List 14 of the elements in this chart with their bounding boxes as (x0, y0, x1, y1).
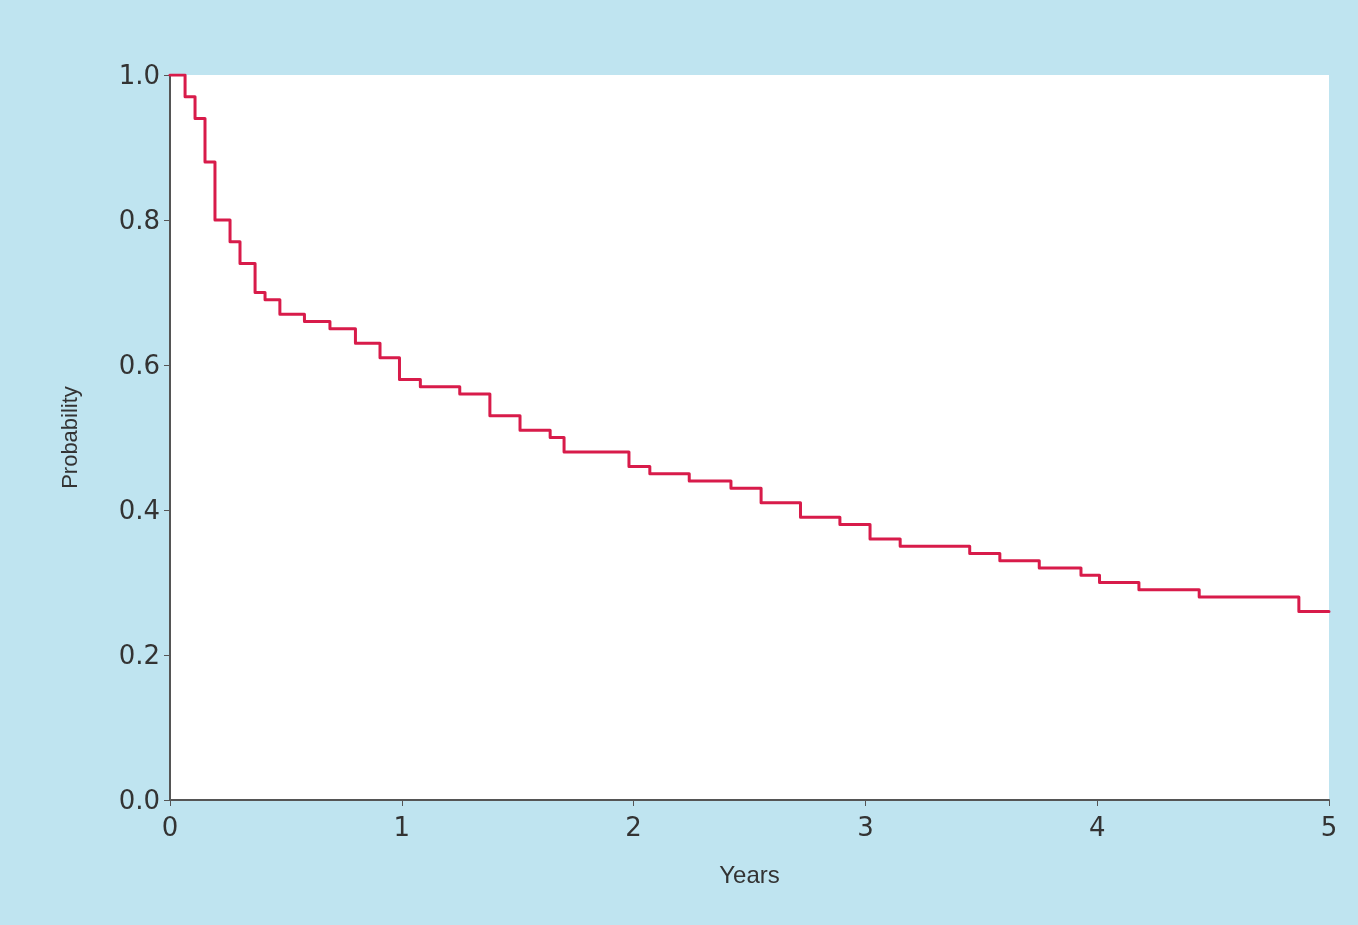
x-tick-label: 3 (857, 812, 874, 842)
y-tick-label: 0.8 (118, 205, 160, 235)
x-tick-label: 0 (161, 812, 179, 842)
x-tick-label: 4 (1088, 812, 1106, 842)
x-axis-title: Years (719, 860, 780, 888)
y-tick-label: 0.2 (118, 640, 160, 670)
x-tick-label: 2 (625, 812, 642, 842)
y-tick-label: 1.0 (118, 60, 160, 90)
x-tick-label: 5 (1320, 812, 1338, 842)
y-tick-label: 0.0 (118, 785, 160, 815)
y-axis-title: Probability (56, 386, 82, 489)
x-tick-label: 1 (393, 812, 411, 842)
y-tick-label: 0.6 (118, 350, 160, 380)
y-tick-label: 0.4 (118, 495, 160, 525)
